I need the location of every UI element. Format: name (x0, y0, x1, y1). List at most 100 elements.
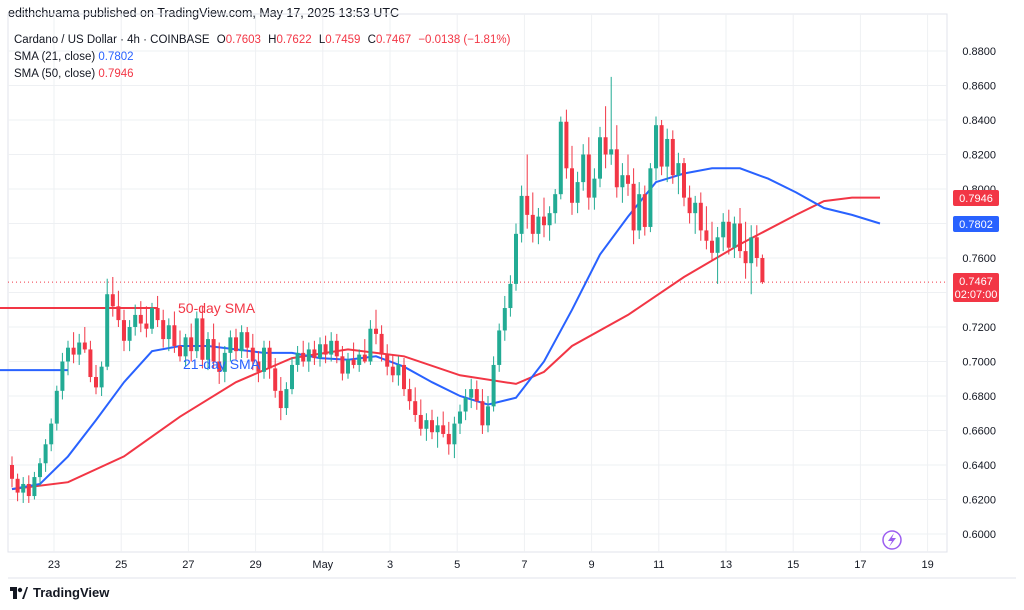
candle-body (402, 364, 406, 390)
candle (306, 342, 311, 372)
candle-body (486, 406, 490, 426)
candle-body (430, 420, 434, 433)
y-tick-label: 0.7200 (962, 322, 996, 334)
sma21-line (11, 167, 881, 491)
candle-body (200, 318, 205, 360)
candle (334, 333, 339, 364)
candle-body (715, 237, 720, 253)
candle-body (704, 230, 709, 241)
open-label: O (216, 34, 226, 46)
y-tick-label: 0.6200 (962, 495, 996, 507)
candle-body (183, 337, 188, 357)
candle-body (379, 333, 384, 355)
candle (351, 342, 356, 369)
candle-body (446, 433, 451, 445)
candle (284, 382, 289, 415)
symbol-name[interactable]: Cardano / US Dollar · 4h · COINBASE (14, 34, 210, 46)
candle-body (77, 342, 82, 355)
candle (267, 340, 272, 379)
candle-body (38, 463, 42, 478)
candle (514, 223, 518, 291)
footer-brand[interactable]: TradingView (10, 585, 109, 600)
candle (441, 411, 446, 438)
candle-body (547, 213, 552, 226)
candle (362, 339, 367, 364)
sma21-price-tag: 0.7802 (953, 216, 999, 232)
y-tick-label: 0.8200 (962, 150, 996, 162)
candle-body (122, 320, 126, 341)
candle-body (441, 425, 446, 434)
candle (256, 351, 261, 383)
y-tick-label: 0.7000 (962, 357, 996, 369)
candle-body (749, 237, 754, 264)
close-value: 0.7467 (375, 34, 412, 46)
low-label: L (318, 34, 326, 46)
sma50-price-tag: 0.7946 (953, 190, 999, 206)
candle-body (26, 483, 31, 497)
candle (502, 295, 507, 341)
candle-body (637, 194, 642, 231)
candle (743, 221, 748, 279)
y-tick-label: 0.6400 (962, 460, 996, 472)
candle (614, 125, 619, 198)
candle (43, 439, 48, 472)
lightning-icon[interactable] (882, 530, 902, 550)
candle (631, 168, 636, 245)
candle (290, 358, 294, 395)
candle (564, 109, 569, 179)
candle (323, 335, 328, 364)
x-tick-label: 5 (454, 559, 460, 571)
candle-body (312, 349, 317, 359)
candle-body (161, 320, 166, 340)
candle (659, 120, 664, 176)
candle (637, 182, 642, 240)
candle-body (620, 175, 625, 188)
candle-body (659, 125, 664, 167)
symbol-row: Cardano / US Dollar · 4h · COINBASE O 0.7… (14, 32, 510, 49)
candle-body (351, 359, 356, 365)
candle (99, 361, 104, 396)
candle (368, 320, 373, 365)
candle (217, 342, 222, 384)
sma50-value: 0.7946 (98, 68, 134, 80)
plot-frame (7, 13, 948, 553)
candle-body (374, 328, 378, 334)
sma21-annotation: 21-day SMA (183, 356, 261, 372)
candle (144, 306, 149, 338)
candle (166, 318, 171, 352)
candle-body (385, 354, 390, 367)
candle (234, 328, 238, 360)
candle-body (642, 194, 647, 227)
sma21-value: 0.7802 (98, 51, 134, 63)
candle (161, 309, 166, 348)
annotations: 50-day SMA 21-day SMA (178, 300, 261, 372)
candle (435, 416, 440, 448)
sma21-row[interactable]: SMA (21, close) 0.7802 (14, 49, 510, 66)
candle-body (631, 183, 636, 231)
candle-body (732, 223, 737, 248)
candle-body (676, 163, 681, 176)
candle-body (43, 444, 48, 464)
sma50-line (11, 196, 880, 491)
candle-body (491, 364, 496, 407)
sma50-row[interactable]: SMA (50, close) 0.7946 (14, 66, 510, 83)
candle (49, 418, 54, 452)
candle (116, 290, 121, 327)
candle (581, 144, 586, 191)
candle (536, 207, 541, 245)
candle-body (508, 283, 513, 309)
candle-body (256, 361, 261, 372)
candle-body (340, 356, 345, 374)
candle-body (245, 332, 250, 348)
candle-body (138, 314, 143, 324)
candle-body (116, 306, 121, 321)
candle-body (172, 325, 177, 346)
candle (704, 206, 709, 250)
candle (127, 320, 132, 352)
chart-legend: Cardano / US Dollar · 4h · COINBASE O 0.7… (14, 32, 510, 83)
candle-body (693, 202, 698, 214)
candle (519, 185, 524, 243)
candle-body (542, 216, 546, 226)
price-chart[interactable]: 50-day SMA 21-day SMA 0.6000 0.6200 0.6400… (0, 0, 1024, 580)
candle (66, 340, 70, 376)
